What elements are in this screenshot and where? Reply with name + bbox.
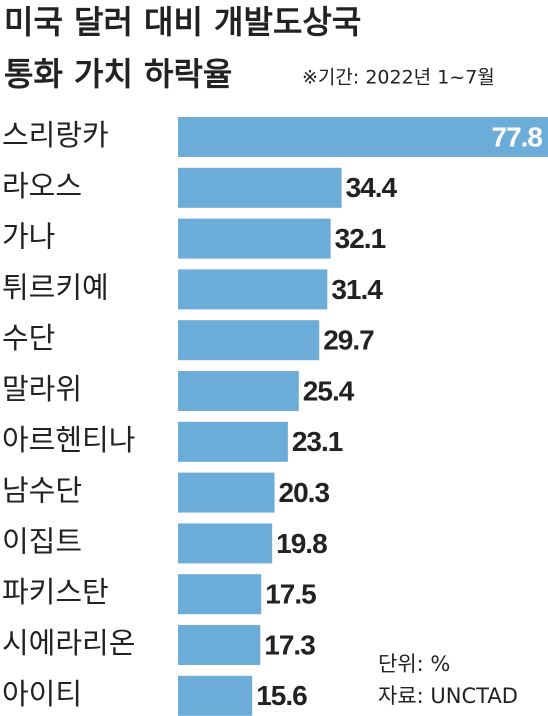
bar (178, 320, 320, 361)
bar (178, 371, 299, 411)
value-label: 34.4 (346, 172, 398, 203)
bar (178, 117, 548, 157)
category-label: 말라위 (2, 372, 82, 406)
category-label: 아이티 (2, 677, 82, 711)
category-label: 수단 (2, 321, 55, 355)
category-label: 라오스 (2, 169, 82, 203)
category-label: 남수단 (2, 474, 82, 508)
value-label: 19.8 (276, 528, 327, 559)
unit-note: 단위: % (378, 652, 450, 676)
source-note: 자료: UNCTAD (378, 684, 518, 708)
value-label: 17.5 (265, 579, 316, 610)
bar (178, 523, 273, 564)
bar (178, 675, 253, 716)
category-label: 파키스탄 (2, 575, 109, 609)
bar (178, 472, 275, 513)
category-label: 시에라리온 (2, 626, 135, 660)
chart-title: 미국 달러 대비 개발도상국 (4, 3, 361, 41)
value-label: 32.1 (335, 223, 386, 254)
bar (178, 421, 288, 462)
bar (178, 218, 331, 259)
bar (178, 625, 261, 665)
category-label: 가나 (2, 220, 55, 254)
subtitle: ※기간: 2022년 1~7월 (302, 67, 495, 89)
category-label: 스리랑카 (2, 118, 109, 152)
category-label: 아르헨티나 (2, 423, 135, 457)
bar (178, 574, 262, 615)
chart-title: 통화 가치 하락율 (4, 55, 232, 93)
value-label: 31.4 (331, 274, 383, 305)
value-label: 77.8 (492, 121, 543, 152)
value-label: 20.3 (279, 477, 330, 508)
value-label: 17.3 (264, 629, 315, 660)
bar (178, 167, 342, 208)
bar (178, 269, 328, 310)
category-label: 이집트 (2, 524, 82, 558)
value-label: 29.7 (323, 325, 374, 356)
category-label: 튀르키예 (2, 270, 109, 304)
value-label: 25.4 (303, 375, 355, 406)
value-label: 23.1 (292, 426, 343, 457)
value-label: 15.6 (256, 680, 307, 711)
